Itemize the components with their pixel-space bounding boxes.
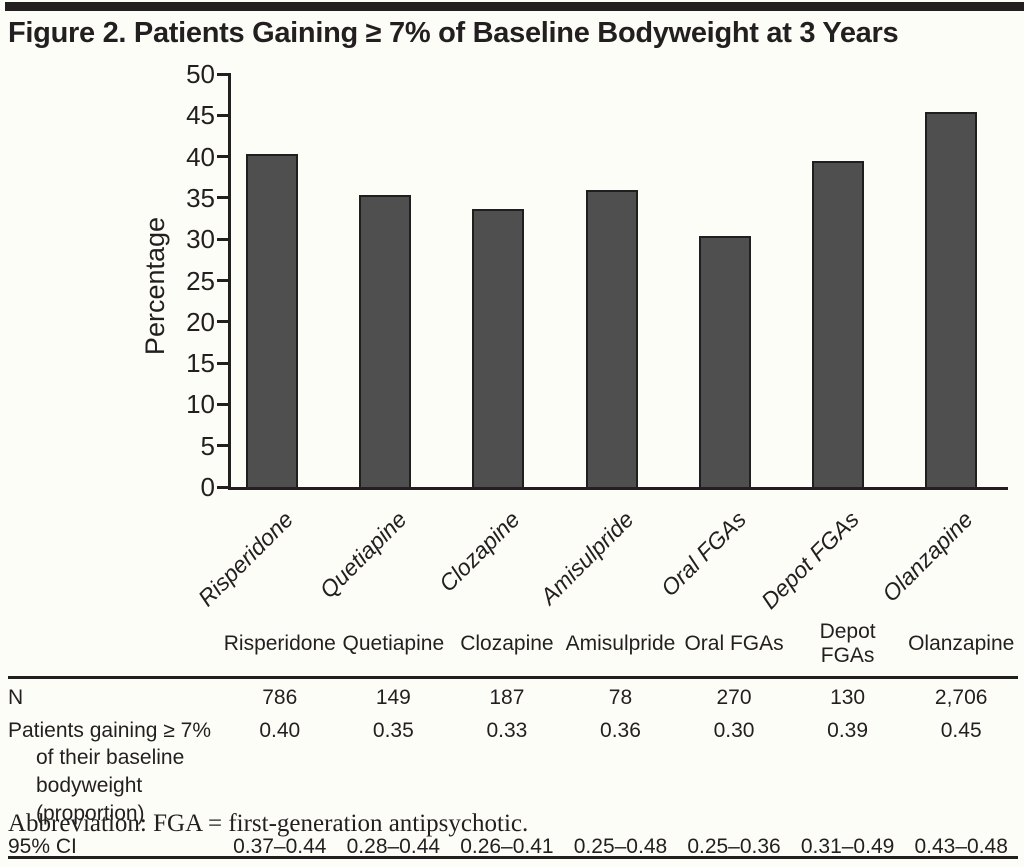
data-table-wrap: Risperidone Quetiapine Clozapine Amisulprid… [8, 620, 1018, 860]
row-label-line: of their baseline [36, 746, 185, 770]
cell-ci-depot-fgas: 0.31–0.49 [800, 834, 895, 858]
row-label-line: (proportion) [36, 801, 145, 825]
cell-proportion-clozapine: 0.33 [486, 718, 528, 742]
cell-ci-quetiapine: 0.28–0.44 [346, 834, 441, 858]
cell-n-depot-fgas: 130 [830, 686, 866, 709]
cell-proportion-oral-fgas: 0.30 [713, 718, 755, 742]
row-label-line: bodyweight [36, 774, 143, 798]
bottom-rule [8, 856, 1018, 859]
cell-ci-risperidone: 0.37–0.44 [233, 834, 327, 858]
y-tick-mark [217, 279, 231, 282]
y-tick-label: 35 [186, 183, 215, 213]
x-label-risperidone: Risperidone [193, 506, 299, 612]
x-axis-labels: Risperidone Quetiapine Clozapine Amisulprid… [193, 492, 1008, 622]
row-label-proportion: Patients gaining ≥ 7% of their baseline bo… [8, 712, 223, 828]
cell-ci-clozapine: 0.26–0.41 [460, 834, 554, 858]
y-tick-mark [217, 362, 231, 365]
row-label-n: N [8, 678, 223, 712]
bar-depot-fgas [812, 161, 864, 487]
y-tick-label: 25 [186, 266, 215, 296]
cell-n-clozapine: 187 [489, 686, 525, 709]
bar-quetiapine [359, 195, 411, 487]
table-row-ci: 95% CI 0.37–0.44 0.28–0.44 0.26–0.41 0.25–0.… [8, 828, 1018, 861]
y-tick-mark [217, 196, 231, 199]
row-label-line: 95% CI [8, 834, 77, 858]
cell-proportion-olanzapine: 0.45 [940, 718, 982, 742]
abbreviation-note: Abbreviation: FGA = first-generation ant… [8, 810, 529, 837]
figure-title: Figure 2. Patients Gaining ≥ 7% of Basel… [8, 17, 899, 49]
table-header-quetiapine: Quetiapine [336, 620, 451, 679]
bar-oral-fgas [699, 236, 751, 487]
top-rule [5, 2, 1024, 11]
table-header-clozapine: Clozapine [450, 620, 564, 679]
x-label-olanzapine: Olanzapine [876, 506, 978, 607]
bar-risperidone [246, 154, 298, 487]
x-label-clozapine: Clozapine [433, 506, 525, 597]
y-tick-mark [217, 403, 231, 406]
cell-proportion-amisulpride: 0.36 [600, 718, 641, 742]
table-row-proportion: Patients gaining ≥ 7% of their baseline bo… [8, 712, 1018, 828]
y-tick-mark [217, 114, 231, 117]
y-tick-label: 0 [200, 472, 215, 502]
y-tick-mark [217, 73, 231, 76]
y-tick-label: 40 [186, 142, 215, 172]
table-header-oral-fgas: Oral FGAs [677, 620, 791, 679]
y-tick-mark [217, 320, 231, 323]
y-tick-label: 10 [186, 389, 215, 419]
bar-amisulpride [586, 190, 638, 487]
row-label-ci: 95% CI [8, 828, 223, 861]
cell-proportion-depot-fgas: 0.39 [827, 718, 869, 742]
table-header-blank [8, 620, 223, 679]
x-label-amisulpride: Amisulpride [535, 506, 639, 610]
y-tick-label: 5 [200, 431, 215, 461]
cell-proportion-quetiapine: 0.35 [372, 718, 414, 742]
table-header-risperidone: Risperidone [223, 620, 337, 679]
cell-ci-oral-fgas: 0.25–0.36 [687, 834, 781, 858]
y-tick-label: 30 [186, 224, 215, 254]
table-row-n: N 786 149 187 78 270 130 2,706 [8, 678, 1018, 712]
bar-chart-plot-area: 0 5 10 15 20 25 30 35 40 45 50 [186, 61, 1008, 500]
y-tick-label: 50 [186, 59, 215, 89]
y-tick-mark [217, 444, 231, 447]
y-tick-label: 45 [186, 100, 215, 130]
cell-n-amisulpride: 78 [608, 686, 633, 709]
cell-n-risperidone: 786 [262, 686, 298, 709]
y-tick-mark [217, 486, 231, 489]
x-label-quetiapine: Quetiapine [314, 506, 412, 604]
x-label-depot-fgas: Depot FGAs [756, 506, 865, 614]
row-label-line: Patients gaining ≥ 7% [8, 718, 211, 742]
row-label-line: N [8, 686, 24, 709]
cell-ci-amisulpride: 0.25–0.48 [573, 834, 668, 858]
cell-n-olanzapine: 2,706 [934, 686, 988, 709]
table-header-depot-fgas: Depot FGAs [790, 620, 905, 679]
y-tick-label: 20 [186, 307, 215, 337]
y-tick-mark [217, 155, 231, 158]
cell-proportion-risperidone: 0.40 [259, 718, 301, 742]
bar-olanzapine [925, 112, 977, 487]
bar-clozapine [472, 209, 524, 487]
y-tick-mark [217, 238, 231, 241]
cell-n-oral-fgas: 270 [716, 686, 752, 709]
table-header-olanzapine: Olanzapine [904, 620, 1018, 679]
table-header-amisulpride: Amisulpride [563, 620, 678, 679]
cell-ci-olanzapine: 0.43–0.48 [914, 834, 1008, 858]
cell-n-quetiapine: 149 [375, 686, 411, 709]
data-table: Risperidone Quetiapine Clozapine Amisulprid… [8, 620, 1018, 860]
x-label-oral-fgas: Oral FGAs [656, 506, 752, 602]
y-tick-label: 15 [186, 348, 215, 378]
table-header-row: Risperidone Quetiapine Clozapine Amisulprid… [8, 620, 1018, 679]
